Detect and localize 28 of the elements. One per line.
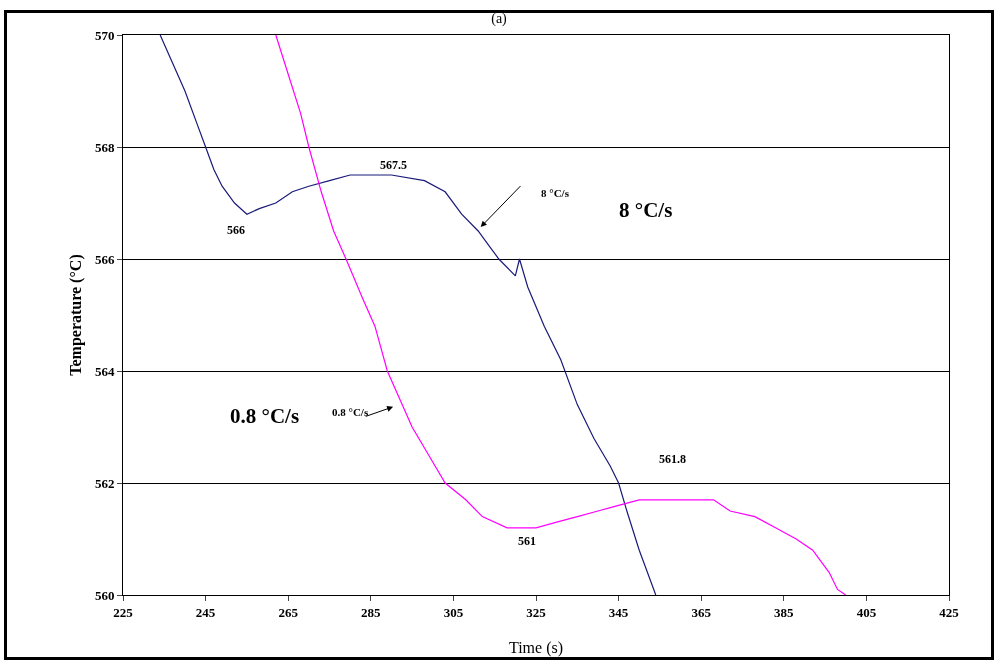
annotation: 561 bbox=[518, 534, 536, 548]
y-tick-label: 562 bbox=[94, 475, 115, 491]
x-tick-label: 345 bbox=[608, 604, 629, 620]
x-tick-label: 425 bbox=[939, 604, 960, 620]
y-tick-label: 568 bbox=[94, 139, 115, 155]
annotation: 8 °C/s bbox=[619, 198, 673, 222]
x-tick-label: 245 bbox=[195, 604, 216, 620]
annotation: 566 bbox=[227, 223, 245, 237]
y-tick-label: 570 bbox=[94, 27, 115, 43]
x-tick-label: 225 bbox=[113, 604, 134, 620]
x-axis-title: Time (s) bbox=[508, 639, 564, 657]
annotation: 0.8 °C/s bbox=[332, 406, 369, 418]
y-tick-label: 560 bbox=[94, 587, 115, 603]
x-tick-label: 365 bbox=[691, 604, 712, 620]
x-tick-label: 285 bbox=[361, 604, 382, 620]
annotation: 0.8 °C/s bbox=[230, 404, 300, 428]
x-tick-label: 405 bbox=[856, 604, 877, 620]
chart-title: (a) bbox=[491, 10, 508, 27]
x-tick-label: 305 bbox=[443, 604, 464, 620]
x-tick-label: 325 bbox=[526, 604, 547, 620]
x-tick-label: 265 bbox=[278, 604, 299, 620]
y-tick-label: 564 bbox=[94, 363, 115, 379]
y-tick-label: 566 bbox=[94, 251, 115, 267]
annotation: 567.5 bbox=[380, 158, 407, 172]
annotation: 561.8 bbox=[659, 452, 686, 466]
x-tick-label: 385 bbox=[774, 604, 795, 620]
annotation: 8 °C/s bbox=[541, 187, 570, 199]
y-axis-title: Temperature (°C) bbox=[67, 254, 85, 376]
